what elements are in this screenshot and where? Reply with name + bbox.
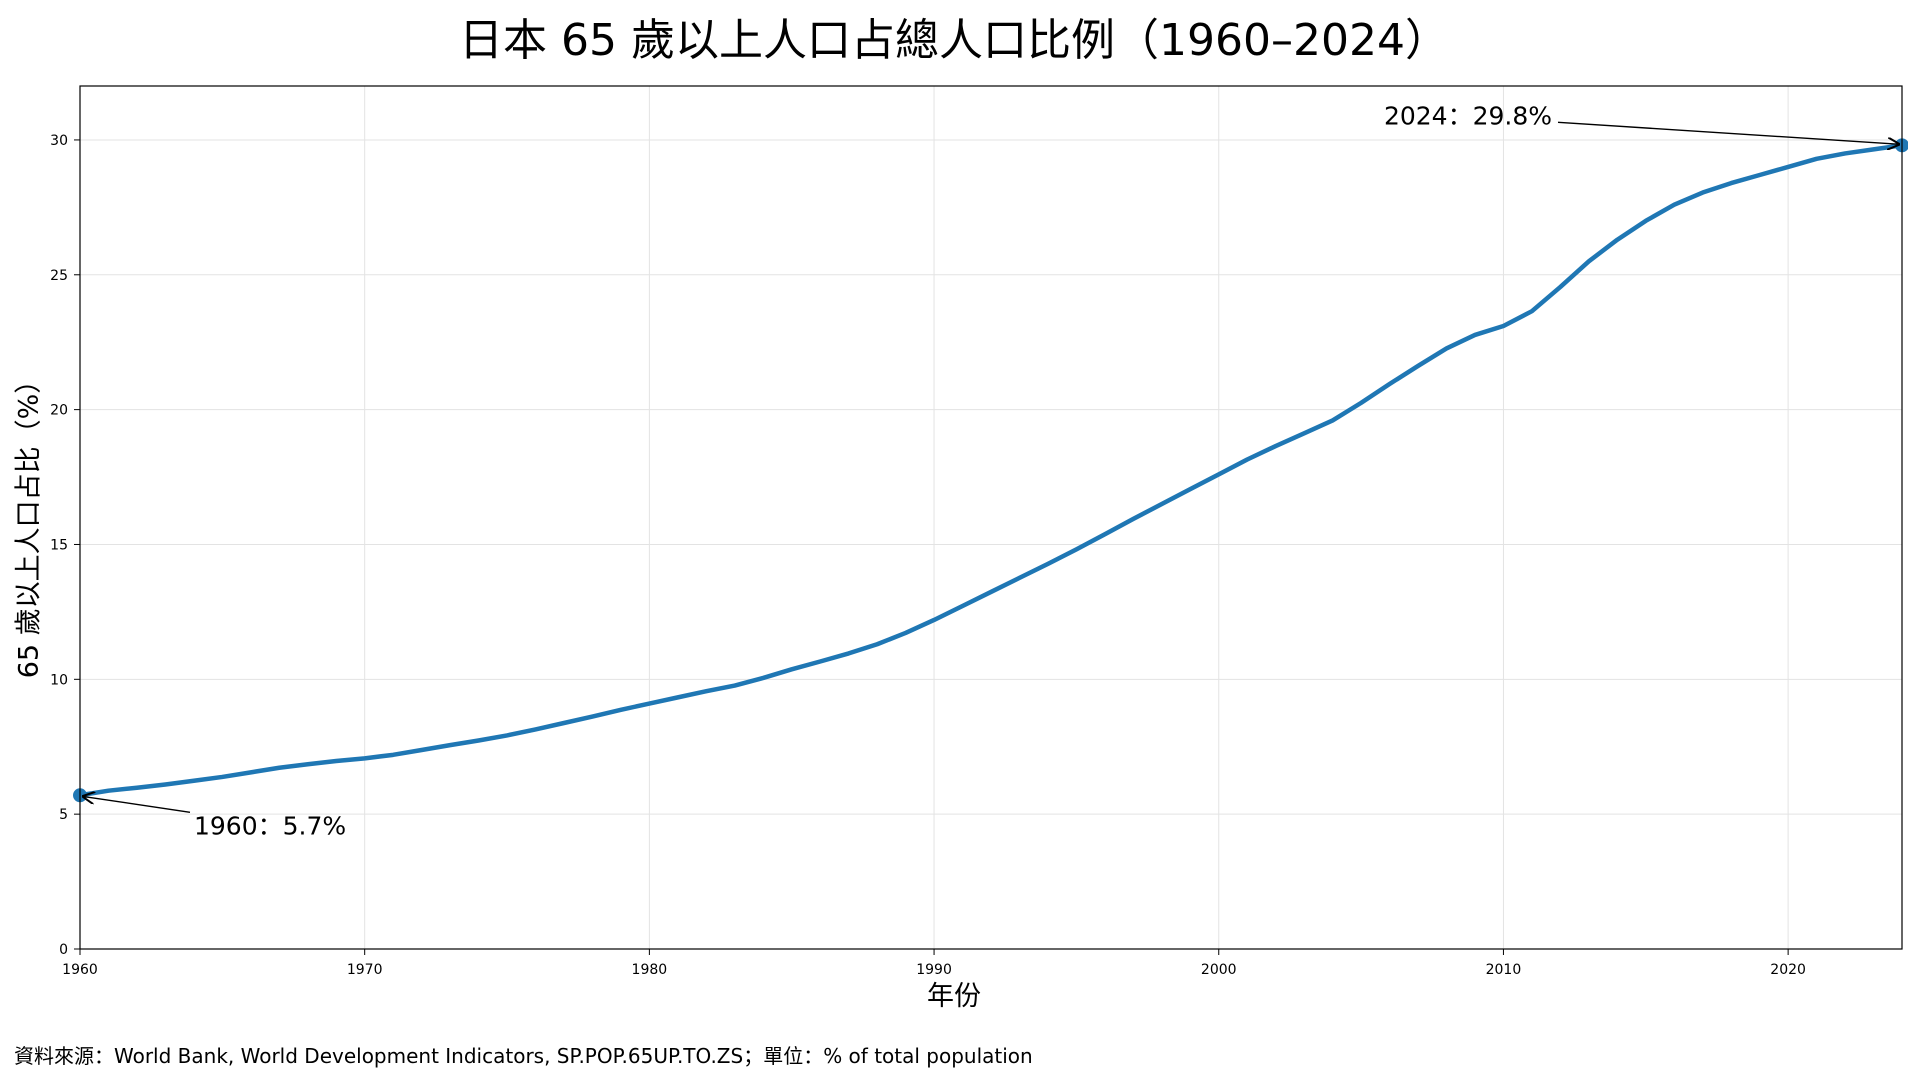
x-tick-label: 2010 <box>1486 962 1522 978</box>
x-tick-label: 1990 <box>916 962 952 978</box>
x-tick-label: 1970 <box>347 962 383 978</box>
end-annotation-arrow <box>1557 121 1900 144</box>
y-tick-label: 25 <box>50 268 68 284</box>
plot-frame <box>79 85 1903 950</box>
end-annotation-label: 2024：29.8% <box>1384 101 1552 130</box>
y-tick-label: 15 <box>50 537 68 553</box>
start-annotation-arrow <box>82 796 191 813</box>
y-tick-label: 20 <box>50 403 68 419</box>
x-tick-label: 2020 <box>1770 962 1806 978</box>
x-tick-label: 1980 <box>632 962 668 978</box>
chart-title: 日本 65 歲以上人口占總人口比例（1960–2024） <box>459 15 1449 66</box>
y-tick-label: 30 <box>50 133 68 149</box>
grid-lines <box>79 86 1902 950</box>
x-axis-ticks: 1960 1970 1980 1990 2000 2010 2020 <box>62 949 1806 978</box>
y-tick-label: 10 <box>50 672 68 688</box>
y-tick-label: 5 <box>59 807 68 823</box>
y-axis-label: 65 歲以上人口占比（%） <box>13 366 45 678</box>
x-tick-label: 2000 <box>1201 962 1237 978</box>
y-axis-ticks: 0 5 10 15 20 25 30 <box>50 133 80 958</box>
annotations: 1960：5.7% 2024：29.8% <box>73 101 1908 840</box>
start-annotation-label: 1960：5.7% <box>194 811 346 840</box>
y-tick-label: 0 <box>59 942 68 958</box>
source-note: 資料來源：World Bank, World Development Indic… <box>14 1044 1033 1068</box>
y-axis-label-wrap: 65 歲以上人口占比（%） <box>8 92 45 952</box>
x-axis-label: 年份 <box>927 981 981 1012</box>
x-tick-label: 1960 <box>62 962 98 978</box>
series-line <box>77 143 1905 798</box>
